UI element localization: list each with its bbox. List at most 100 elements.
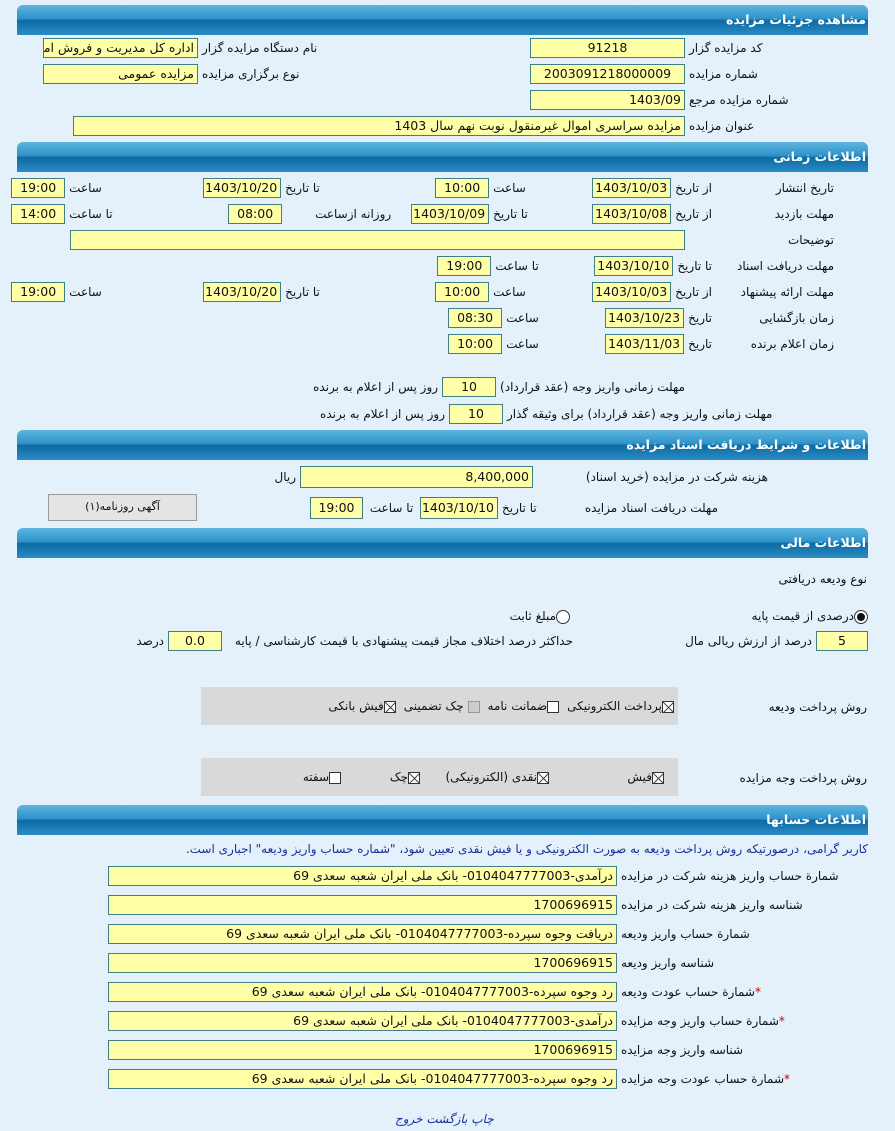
- required-star: *: [784, 1072, 791, 1086]
- offer-to-date[interactable]: 1403/10/20: [203, 282, 282, 302]
- account-field[interactable]: رد وجوه سپرده-0104047777003- بانک ملی ای…: [108, 1069, 617, 1089]
- account-label: *شمارة حساب واریز وجه مزایده: [621, 1011, 785, 1031]
- label: از تاریخ: [675, 207, 712, 221]
- label: روش پرداخت ودیعه: [768, 700, 867, 714]
- account-label: شناسه واریز هزینه شرکت در مزایده: [621, 895, 803, 915]
- deposit-method-electronic[interactable]: پرداخت الکترونیکی: [567, 696, 674, 716]
- ref-number-field[interactable]: 1403/09: [530, 90, 685, 110]
- checkbox[interactable]: [467, 700, 480, 713]
- publish-from-date[interactable]: 1403/10/03: [592, 178, 672, 198]
- details-row: شماره مزایده 2003091218000009 نوع برگزار…: [17, 63, 868, 85]
- opening-time[interactable]: 08:30: [448, 308, 503, 328]
- offer-from-time[interactable]: 10:00: [435, 282, 490, 302]
- label: هزینه شرکت در مزایده (خرید اسناد): [585, 470, 768, 484]
- visit-to-time[interactable]: 14:00: [11, 204, 66, 224]
- pay-pledge-row: مهلت زمانی واریز وجه (عقد قرارداد) برای …: [17, 403, 868, 425]
- visit-from-date[interactable]: 1403/10/08: [592, 204, 672, 224]
- label-text: شناسه واریز هزینه شرکت در مزایده: [621, 898, 803, 912]
- account-field[interactable]: 1700696915: [108, 953, 617, 973]
- opening-date[interactable]: 1403/10/23: [605, 308, 685, 328]
- visit-to-date[interactable]: 1403/10/09: [411, 204, 490, 224]
- auction-method-cash[interactable]: نقدی (الکترونیکی): [424, 767, 549, 787]
- exit-link[interactable]: خروج: [395, 1112, 423, 1126]
- label: فیش: [627, 770, 652, 784]
- checkbox[interactable]: [537, 771, 549, 784]
- radio-percent-option[interactable]: درصدی از قیمت پایه: [752, 606, 868, 626]
- auction-method-check[interactable]: چک: [345, 767, 420, 787]
- label: تا ساعت: [69, 207, 113, 221]
- account-field[interactable]: درآمدی-0104047777003- بانک ملی ایران شعب…: [108, 866, 617, 886]
- label: ساعت: [493, 181, 526, 195]
- account-field[interactable]: 1700696915: [108, 1040, 617, 1060]
- label: مهلت زمانی واریز وجه (عقد قرارداد): [500, 380, 685, 394]
- visit-daily-from[interactable]: 08:00: [228, 204, 283, 224]
- radio-button[interactable]: [854, 609, 868, 624]
- print-link[interactable]: چاپ: [471, 1112, 494, 1126]
- publish-to-time[interactable]: 19:00: [11, 178, 66, 198]
- account-field[interactable]: 1700696915: [108, 895, 617, 915]
- docs-to-date[interactable]: 1403/10/10: [594, 256, 674, 276]
- account-field[interactable]: دریافت وجوه سپرده-0104047777003- بانک مل…: [108, 924, 617, 944]
- label: نوع برگزاری مزایده: [202, 67, 300, 81]
- publish-row: تاریخ انتشار از تاریخ 1403/10/03 ساعت 10…: [11, 177, 868, 199]
- auctioneer-code-field[interactable]: 91218: [530, 38, 685, 58]
- label-text: شمارة حساب واریز وجه مزایده: [621, 1014, 779, 1028]
- description-field[interactable]: [70, 230, 685, 250]
- docs-deadline-time[interactable]: 19:00: [310, 497, 363, 519]
- label: مهلت دریافت اسناد مزایده: [584, 501, 718, 515]
- publish-from-time[interactable]: 10:00: [435, 178, 490, 198]
- newspaper-ad-button[interactable]: آگهی روزنامه(۱): [48, 494, 197, 521]
- label: تا ساعت: [495, 259, 539, 273]
- auction-method-promissory[interactable]: سفته: [303, 767, 341, 787]
- label: تا تاریخ: [493, 207, 528, 221]
- deposit-method-guarantee[interactable]: ضمانت نامه: [488, 696, 560, 716]
- pay-days-field[interactable]: 10: [442, 377, 497, 397]
- docs-row: مهلت دریافت اسناد تا تاریخ 1403/10/10 تا…: [17, 255, 868, 277]
- auction-method-slip[interactable]: فیش: [549, 767, 664, 787]
- deposit-method-check[interactable]: چک تضمینی: [404, 696, 480, 716]
- publish-to-date[interactable]: 1403/10/20: [203, 178, 282, 198]
- winner-date[interactable]: 1403/11/03: [605, 334, 685, 354]
- docs-to-time[interactable]: 19:00: [437, 256, 492, 276]
- checkbox[interactable]: [329, 771, 341, 784]
- offer-to-time[interactable]: 19:00: [11, 282, 66, 302]
- label: توضیحات: [787, 233, 834, 247]
- label: ساعت: [69, 181, 102, 195]
- deposit-method-bank-slip[interactable]: فیش بانکی: [328, 696, 396, 716]
- label: ساعت: [506, 337, 539, 351]
- radio-button[interactable]: [556, 609, 570, 624]
- back-link[interactable]: بازگشت: [426, 1112, 468, 1126]
- deposit-methods-box: پرداخت الکترونیکی ضمانت نامه چک تضمینی ف…: [201, 687, 678, 725]
- percent-field[interactable]: 5: [816, 631, 868, 651]
- org-name-field[interactable]: اداره کل مدیریت و فروش اموال: [43, 38, 198, 58]
- checkbox[interactable]: [662, 700, 674, 713]
- winner-time[interactable]: 10:00: [448, 334, 503, 354]
- auction-methods-box: فیش نقدی (الکترونیکی) چک سفته: [201, 758, 678, 796]
- checkbox[interactable]: [547, 700, 560, 713]
- label: تا تاریخ: [285, 285, 320, 299]
- label-text: شمارة حساب واریز ودیعه: [621, 927, 750, 941]
- checkbox[interactable]: [383, 700, 396, 713]
- label: ضمانت نامه: [487, 699, 548, 713]
- label: از تاریخ: [675, 285, 712, 299]
- offer-from-date[interactable]: 1403/10/03: [592, 282, 672, 302]
- checkbox[interactable]: [652, 771, 664, 784]
- label: پرداخت الکترونیکی: [567, 699, 662, 713]
- pay-pledge-days-field[interactable]: 10: [449, 404, 503, 424]
- label: روزانه ازساعت: [315, 207, 392, 221]
- auction-type-field[interactable]: مزایده عمومی: [43, 64, 198, 84]
- label: حداکثر درصد اختلاف مجاز قیمت پیشنهادی با…: [234, 634, 573, 648]
- max-diff-field[interactable]: 0.0: [168, 631, 222, 651]
- account-field[interactable]: درآمدی-0104047777003- بانک ملی ایران شعب…: [108, 1011, 617, 1031]
- auction-number-field[interactable]: 2003091218000009: [530, 64, 685, 84]
- account-field[interactable]: رد وجوه سپرده-0104047777003- بانک ملی ای…: [108, 982, 617, 1002]
- radio-fixed-option[interactable]: مبلغ ثابت: [510, 606, 570, 626]
- docs-deadline-date[interactable]: 1403/10/10: [420, 497, 498, 519]
- label: مهلت بازدید: [774, 207, 834, 221]
- checkbox[interactable]: [408, 771, 420, 784]
- auction-title-field[interactable]: مزایده سراسری اموال غیرمنقول نوبت نهم سا…: [73, 116, 685, 136]
- label: چک تضمینی: [403, 699, 464, 713]
- fee-field[interactable]: 8,400,000: [300, 466, 533, 488]
- label: تاریخ انتشار: [775, 181, 834, 195]
- winner-row: زمان اعلام برنده تاریخ 1403/11/03 ساعت 1…: [17, 333, 868, 355]
